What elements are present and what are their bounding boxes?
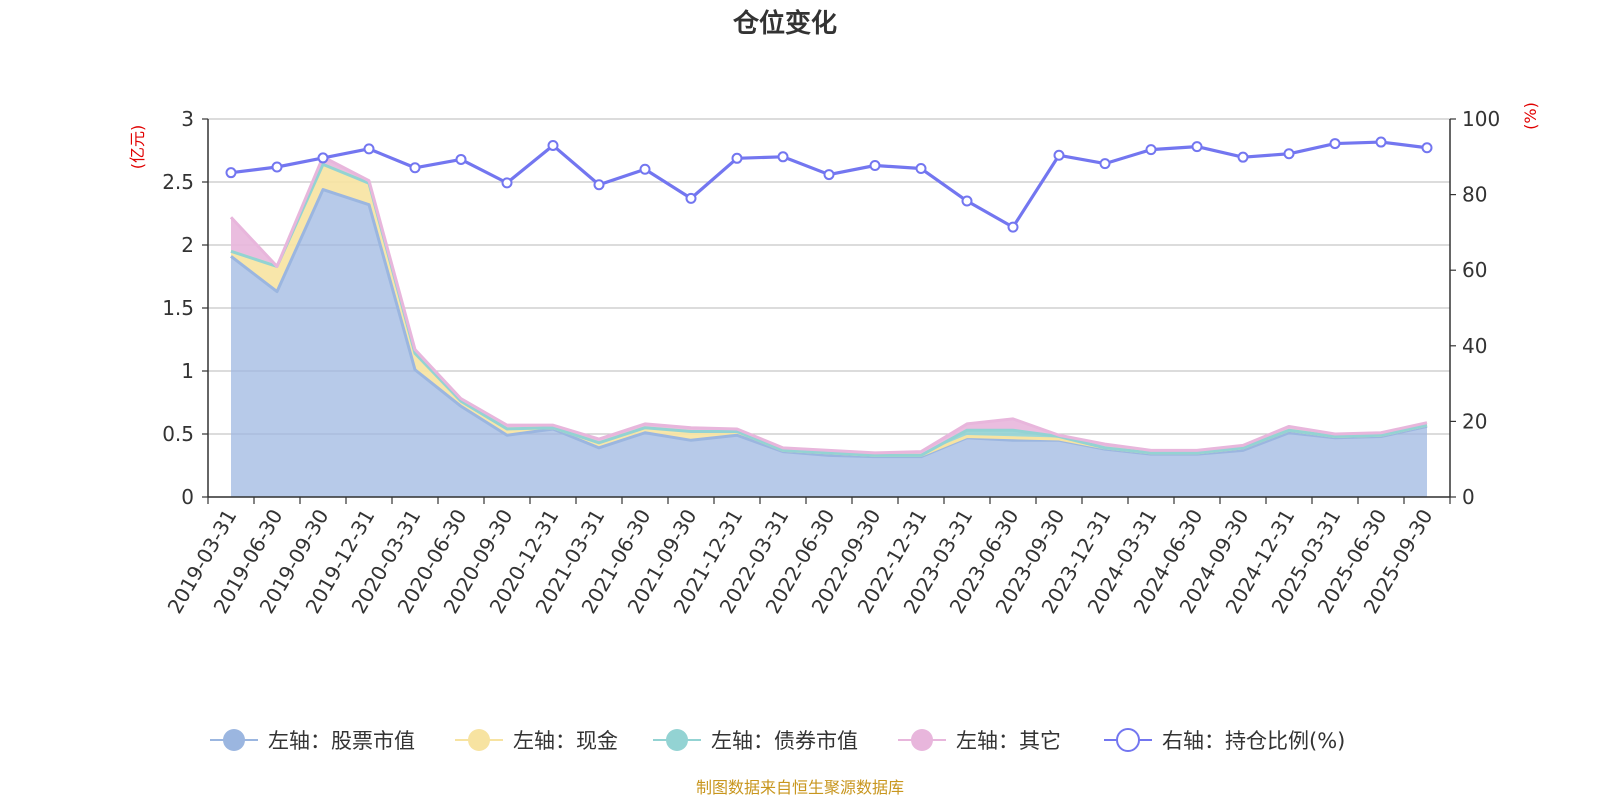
ratio-point xyxy=(1099,158,1111,170)
left-axis-tick-label: 0.5 xyxy=(162,422,194,446)
legend-marker-icon xyxy=(911,729,933,751)
left-axis-tick-label: 1.5 xyxy=(162,296,194,320)
legend-item: 左轴：股票市值 xyxy=(210,729,415,753)
ratio-point xyxy=(1053,149,1065,161)
area-edge-other xyxy=(229,155,1428,455)
left-axis-unit: (亿元) xyxy=(128,125,147,170)
area-edge-stock xyxy=(230,188,1428,459)
left-axis-tick-label: 2 xyxy=(181,233,194,257)
right-axis-tick-label: 0 xyxy=(1462,485,1475,509)
legend-label: 左轴：债券市值 xyxy=(711,729,858,753)
right-axis-tick-label: 100 xyxy=(1462,107,1500,131)
ratio-point xyxy=(1007,221,1019,233)
area-edge-bond xyxy=(230,162,1428,457)
ratio-point xyxy=(455,153,467,165)
ratio-point xyxy=(317,152,329,164)
ratio-point xyxy=(685,192,697,204)
ratio-point xyxy=(731,152,743,164)
ratio-point xyxy=(777,151,789,163)
legend-item: 左轴：现金 xyxy=(455,729,618,753)
legend-marker-icon xyxy=(223,729,245,751)
ratio-point xyxy=(869,159,881,171)
ratio-point xyxy=(547,139,559,151)
left-axis-tick-label: 0 xyxy=(181,485,194,509)
ratio-point xyxy=(501,177,513,189)
stacked-area-series xyxy=(229,155,1428,497)
ratio-point xyxy=(1375,136,1387,148)
chart-title: 仓位变化 xyxy=(732,8,837,39)
legend-item: 左轴：其它 xyxy=(898,729,1061,753)
right-axis-tick-label: 20 xyxy=(1462,409,1487,433)
ratio-point xyxy=(1191,141,1203,153)
ratio-point xyxy=(363,143,375,155)
ratio-point xyxy=(1145,144,1157,156)
legend-marker-icon xyxy=(1116,728,1140,752)
legend-item: 右轴：持仓比例(%) xyxy=(1104,728,1345,753)
left-axis-tick-label: 2.5 xyxy=(162,170,194,194)
ratio-point xyxy=(409,162,421,174)
ratio-point xyxy=(1329,138,1341,150)
ratio-point xyxy=(639,163,651,175)
legend: 左轴：股票市值 左轴：现金 左轴：债券市值 左轴：其它 右轴：持仓比例(%) xyxy=(210,728,1345,753)
legend-item: 左轴：债券市值 xyxy=(653,729,858,753)
ratio-point xyxy=(961,195,973,207)
area-stock xyxy=(231,189,1427,497)
left-axis-tick-label: 3 xyxy=(181,107,194,131)
left-axis-tick-label: 1 xyxy=(181,359,194,383)
ratio-point xyxy=(225,167,237,179)
legend-label: 右轴：持仓比例(%) xyxy=(1162,729,1345,753)
area-cash xyxy=(231,164,1427,457)
legend-label: 左轴：现金 xyxy=(513,729,618,753)
data-source-note: 制图数据来自恒生聚源数据库 xyxy=(696,778,904,797)
ratio-point xyxy=(593,179,605,191)
right-axis-tick-label: 40 xyxy=(1462,334,1487,358)
right-axis-unit: (%) xyxy=(1521,102,1540,130)
ratio-point xyxy=(1237,151,1249,163)
right-axis-tick-label: 80 xyxy=(1462,183,1487,207)
legend-label: 左轴：股票市值 xyxy=(268,729,415,753)
legend-marker-icon xyxy=(666,729,688,751)
ratio-point xyxy=(915,163,927,175)
ratio-point xyxy=(271,161,283,173)
legend-marker-icon xyxy=(468,729,490,751)
ratio-point xyxy=(1421,142,1433,154)
legend-label: 左轴：其它 xyxy=(956,729,1061,753)
holding-ratio-series xyxy=(225,136,1433,233)
ratio-point xyxy=(823,169,835,181)
ratio-point xyxy=(1283,148,1295,160)
right-axis-tick-label: 60 xyxy=(1462,258,1487,282)
